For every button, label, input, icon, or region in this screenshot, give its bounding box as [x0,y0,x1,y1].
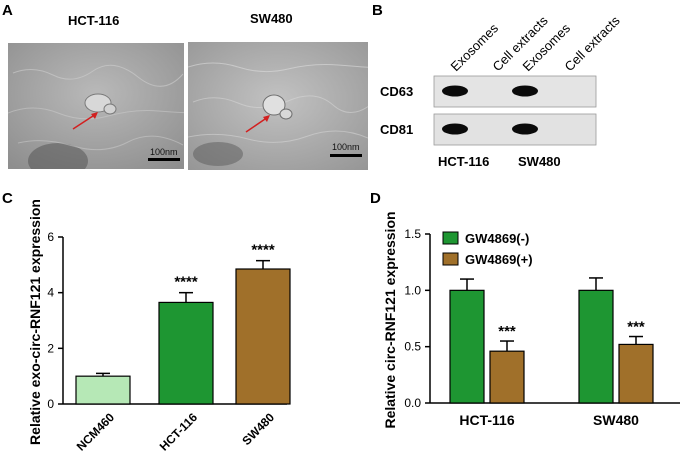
blot-band [512,123,538,135]
bar [158,301,214,405]
x-tick-label: SW480 [239,410,277,448]
panel-a-label: A [2,2,13,19]
exosome-particle [262,94,293,120]
y-tick-label: 0 [47,397,54,411]
y-tick-label: 1.5 [404,227,421,241]
y-tick-label: 1.0 [404,283,421,297]
x-tick-label: HCT-116 [459,412,514,428]
tem-title-sw480: SW480 [250,11,293,26]
arrow-icon [245,115,270,133]
legend-label: GW4869(-) [465,231,529,246]
bar [489,350,525,404]
bar [235,268,291,405]
blot-band [442,123,468,135]
panel-d-label: D [370,190,381,207]
y-axis-label: Relative exo-circ-RNF121 expression [27,199,43,445]
y-tick-label: 6 [47,230,54,244]
y-tick-label: 2 [47,341,54,355]
bar [75,375,131,405]
bar [618,343,654,404]
significance-label: *** [627,319,645,336]
scale-bar [330,154,362,157]
x-tick-label: NCM460 [74,410,118,454]
arrow-icon [72,112,98,130]
blot-row-label: CD81 [380,122,413,137]
blot-column-label: Cell extracts [562,13,624,75]
scale-label-a1: 100nm [150,147,178,157]
blot-band [442,85,468,97]
legend-label: GW4869(+) [465,252,533,267]
x-tick-label: HCT-116 [157,410,201,454]
bar [449,289,485,404]
significance-label: **** [251,242,275,259]
x-tick-label: SW480 [593,412,639,428]
scale-label-a2: 100nm [332,142,360,152]
tem-title-hct116: HCT-116 [68,13,120,28]
legend-swatch [442,252,459,266]
y-tick-label: 0.0 [404,396,421,410]
panel-c-label: C [2,190,13,207]
blot-group-label: HCT-116 [438,154,489,169]
blot-row-label: CD63 [380,84,413,99]
panel-b-label: B [372,2,383,19]
chart-c: 0 2 4 6 Relative exo-circ-RNF121 expression N… [27,199,291,454]
blot-band [512,85,538,97]
y-tick-label: 0.5 [404,340,421,354]
chart-d: 0.0 0.5 1.0 1.5 Relative circ-RNF121 express… [382,211,680,429]
y-axis-label: Relative circ-RNF121 expression [382,211,398,428]
legend-swatch [442,231,459,245]
blot-group-label: SW480 [518,154,561,169]
significance-label: **** [174,274,198,291]
scale-bar [148,158,180,161]
bar [578,289,614,404]
tem-image-sw480: 100nm [188,42,368,170]
exosome-particle [84,93,117,115]
significance-label: *** [498,323,516,340]
tem-image-hct116: 100nm [8,43,184,169]
y-tick-label: 4 [47,286,54,300]
